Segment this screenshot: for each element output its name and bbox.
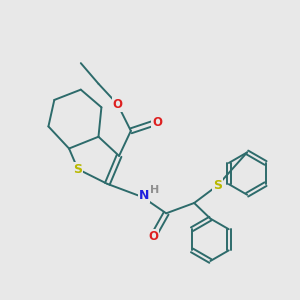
Text: S: S <box>74 163 82 176</box>
Text: O: O <box>152 116 162 128</box>
Text: O: O <box>112 98 123 111</box>
Text: H: H <box>150 185 160 195</box>
Text: O: O <box>148 230 158 243</box>
Text: N: N <box>139 189 149 202</box>
Text: S: S <box>213 179 222 192</box>
